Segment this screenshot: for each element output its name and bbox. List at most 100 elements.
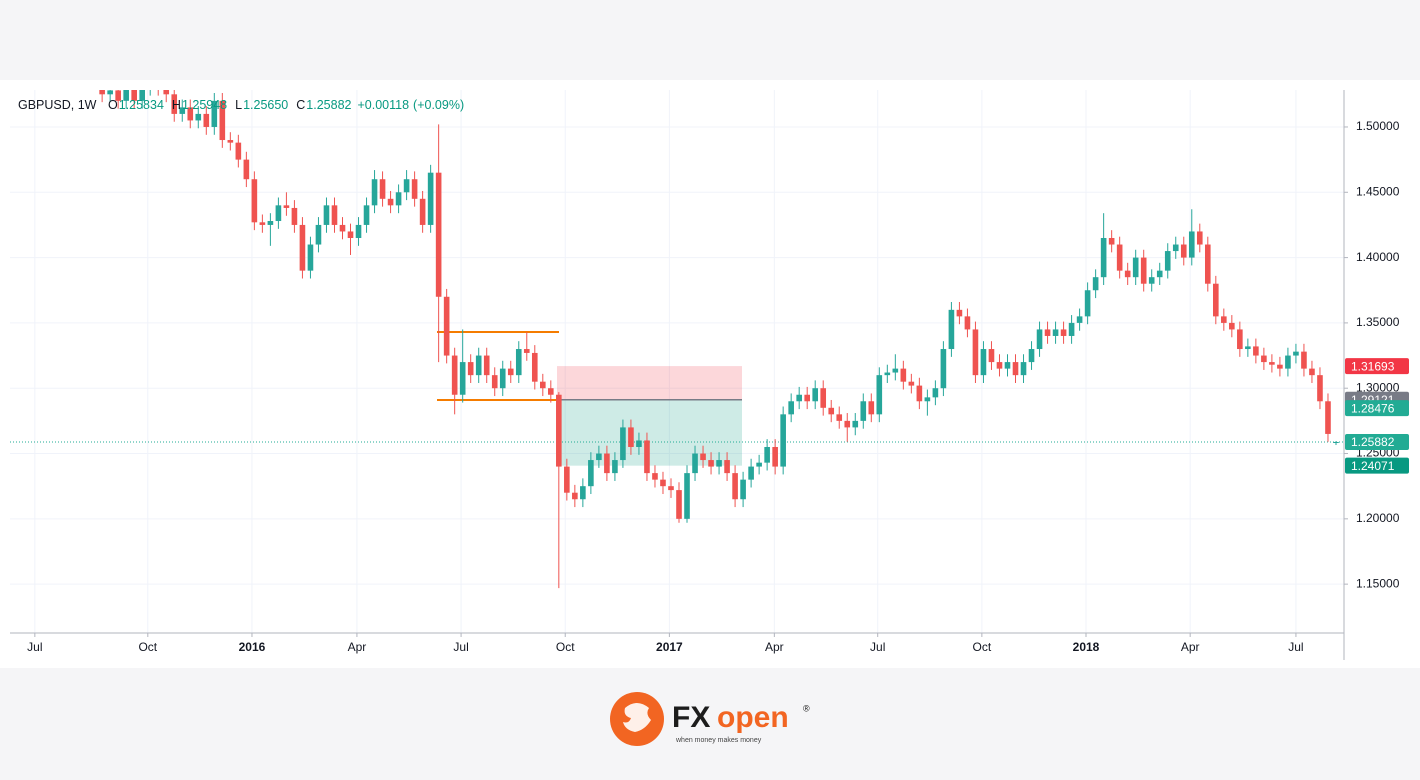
logo-registered: ®	[803, 703, 810, 713]
candle-body	[1285, 355, 1291, 369]
candle-body	[748, 466, 754, 480]
candle-body	[507, 368, 514, 376]
y-tick-label: 1.40000	[1356, 250, 1400, 264]
candle-body	[636, 440, 642, 447]
candle-body	[1333, 442, 1339, 444]
candle-body	[620, 427, 626, 461]
candle-body	[363, 205, 370, 225]
candle-body	[371, 179, 378, 206]
candle-body	[131, 90, 137, 101]
candle-body	[267, 221, 274, 225]
candle-body	[812, 388, 819, 402]
candle-body	[307, 244, 314, 271]
candle-body	[123, 90, 129, 101]
candle-body	[387, 198, 394, 206]
candle-body	[1196, 231, 1203, 245]
candle-body	[411, 179, 418, 199]
candle-body	[596, 453, 602, 461]
candle-body	[499, 368, 506, 389]
candle-body	[483, 355, 490, 376]
grid	[10, 90, 1344, 633]
y-tick-label: 1.20000	[1356, 511, 1400, 525]
candle-body	[283, 205, 290, 208]
candle-body	[1068, 322, 1075, 336]
candle-body	[732, 473, 738, 500]
candle-body	[179, 107, 186, 114]
candle-body	[724, 460, 730, 474]
x-tick-label: 2016	[239, 640, 266, 654]
candle-body	[916, 385, 923, 402]
legend-header: GBPUSD, 1W O1.25834 H1.25948 L1.25650 C1.25…	[18, 98, 464, 112]
candle-body	[435, 172, 442, 297]
candle-body	[1012, 362, 1019, 376]
symbol: GBPUSD, 1W	[18, 98, 97, 112]
candle-body	[964, 316, 971, 330]
x-tick-label: Apr	[348, 640, 367, 654]
candle-body	[187, 107, 194, 121]
logo-lion	[623, 703, 651, 732]
marker-price-label: 1.28476	[1351, 401, 1395, 415]
candle-body	[219, 100, 226, 141]
candle-body	[892, 368, 899, 373]
ohlc-letter: H	[172, 98, 181, 112]
candle-body	[467, 362, 474, 376]
candle-body	[644, 440, 650, 474]
candle-body	[451, 355, 458, 395]
candle-body	[107, 90, 113, 95]
candle-body	[227, 140, 234, 143]
candle-body	[203, 113, 210, 127]
candle-body	[1229, 322, 1235, 330]
ohlc-value: 1.25948	[182, 98, 227, 112]
candle-body	[1028, 349, 1035, 363]
y-tick-label: 1.45000	[1356, 184, 1400, 198]
candle-body	[924, 397, 931, 402]
candle-body	[443, 296, 450, 356]
candle-body	[403, 179, 410, 193]
axes: 1.150001.200001.250001.300001.350001.400…	[27, 119, 1409, 654]
candle-body	[195, 113, 202, 121]
chart-panel	[0, 80, 1420, 668]
candle-body	[1261, 355, 1267, 363]
candle-body	[684, 473, 690, 519]
candle-body	[1100, 237, 1107, 278]
candle-body	[908, 381, 915, 386]
candle-body	[291, 207, 298, 225]
candle-body	[1293, 351, 1299, 356]
candle-body	[315, 224, 322, 245]
candle-body	[275, 205, 282, 222]
candle-body	[932, 388, 939, 398]
candle-body	[1060, 329, 1067, 336]
candle-body	[940, 349, 947, 389]
candle-body	[235, 142, 242, 160]
candle-body	[1245, 346, 1251, 350]
candle-body	[419, 198, 426, 225]
candle-body	[139, 90, 146, 101]
candle-body	[1317, 375, 1323, 402]
candle-body	[956, 309, 963, 317]
candle-body	[1180, 244, 1187, 258]
candle-body	[692, 453, 698, 474]
candle-body	[163, 90, 170, 95]
x-tick-label: Oct	[138, 640, 157, 654]
x-tick-label: Jul	[870, 640, 885, 654]
y-tick-label: 1.50000	[1356, 119, 1400, 133]
candle-body	[1004, 362, 1011, 369]
logo-tagline: when money makes money	[675, 737, 762, 744]
candle-body	[459, 362, 466, 395]
candle-body	[1052, 329, 1059, 336]
candle-body	[515, 349, 522, 376]
candle-body	[355, 224, 362, 238]
candle-body	[427, 172, 434, 225]
candle-body	[788, 401, 794, 415]
candle-body	[860, 401, 867, 421]
candle-body	[99, 90, 105, 95]
candle-body	[548, 388, 554, 395]
candle-body	[972, 329, 979, 376]
x-tick-label: Apr	[765, 640, 784, 654]
candle-body	[612, 460, 618, 474]
candle-body	[1108, 237, 1115, 245]
candle-body	[323, 205, 330, 225]
ohlc-letter: O	[108, 98, 118, 112]
candle-body	[564, 466, 570, 493]
